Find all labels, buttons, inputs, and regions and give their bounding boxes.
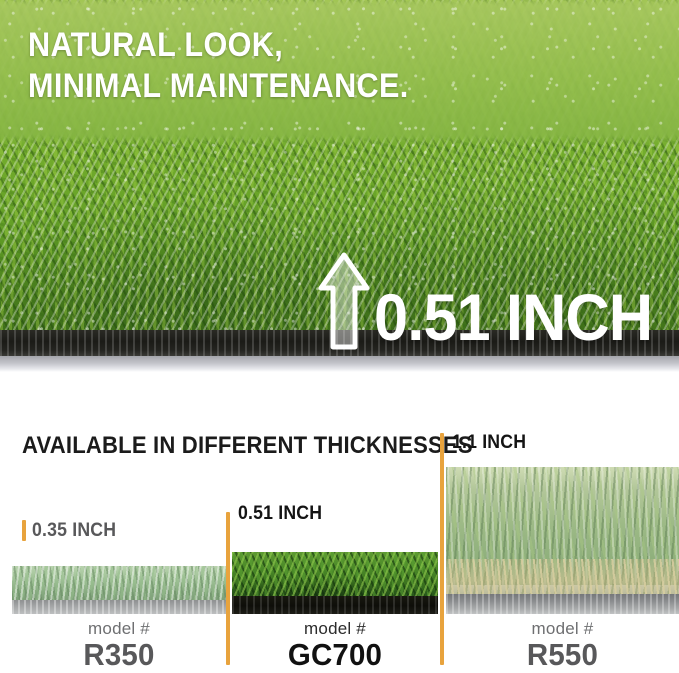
hero-turf-depth-of-field bbox=[0, 0, 679, 140]
turf-sample-gc700-backing bbox=[232, 596, 438, 614]
hero-turf-photo: NATURAL LOOK, MINIMAL MAINTENANCE. 0.51 … bbox=[0, 0, 679, 372]
model-prefix-gc700: model # bbox=[304, 619, 366, 638]
turf-sample-gc700 bbox=[232, 552, 438, 614]
model-number-r350: R350 bbox=[83, 637, 155, 672]
hero-floor-surface bbox=[0, 356, 679, 372]
turf-sample-r550 bbox=[446, 467, 679, 614]
model-caption-r350: model # R350 bbox=[12, 619, 226, 671]
hero-thickness-value: 0.51 INCH bbox=[374, 280, 653, 354]
turf-sample-r350 bbox=[12, 566, 226, 614]
model-caption-gc700: model # GC700 bbox=[232, 619, 438, 671]
turf-sample-r550-thatch bbox=[446, 559, 679, 595]
section-divider-right bbox=[440, 433, 444, 665]
arrow-up-icon bbox=[318, 252, 370, 350]
turf-sample-gc700-blades bbox=[232, 552, 438, 598]
hero-turf-backing-strip bbox=[0, 330, 679, 356]
model-number-gc700: GC700 bbox=[287, 637, 383, 672]
section-divider-left bbox=[226, 512, 230, 665]
thickness-tick-r350 bbox=[22, 520, 26, 541]
thickness-label-r550: 1.1 INCH bbox=[452, 432, 527, 453]
thickness-comparison-panel: AVAILABLE IN DIFFERENT THICKNESSES 0.35 … bbox=[0, 372, 679, 673]
model-caption-r550: model # R550 bbox=[446, 619, 679, 671]
turf-sample-r550-backing bbox=[446, 594, 679, 614]
turf-sample-r350-backing bbox=[12, 600, 226, 614]
model-number-r550: R550 bbox=[526, 637, 599, 672]
model-prefix-r350: model # bbox=[88, 619, 150, 638]
hero-headline: NATURAL LOOK, MINIMAL MAINTENANCE. bbox=[28, 26, 409, 105]
thickness-label-gc700: 0.51 INCH bbox=[238, 503, 323, 524]
comparison-title: AVAILABLE IN DIFFERENT THICKNESSES bbox=[22, 432, 473, 459]
hero-thickness-callout: 0.51 INCH bbox=[318, 252, 673, 350]
turf-sample-r350-blades bbox=[12, 566, 226, 601]
model-prefix-r550: model # bbox=[531, 619, 594, 638]
hero-turf-highlights bbox=[0, 0, 679, 348]
thickness-label-r350: 0.35 INCH bbox=[32, 520, 117, 541]
